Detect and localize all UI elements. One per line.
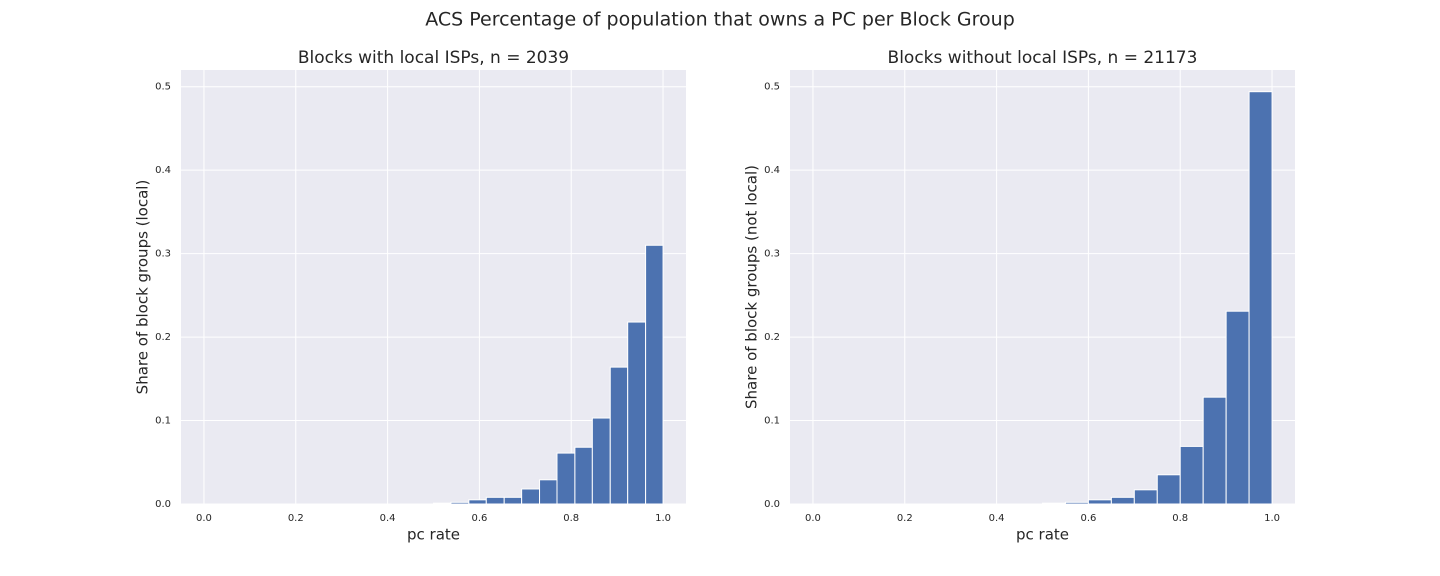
histogram-bar [574, 446, 593, 505]
subplot-title: Blocks without local ISPs, n = 21173 [888, 48, 1198, 68]
histogram-bar [591, 417, 611, 505]
histogram-bar [1042, 502, 1066, 505]
histogram-bar [1133, 489, 1158, 505]
y-tick-label: 0.3 [764, 249, 780, 260]
x-tick-label: 0.8 [563, 513, 579, 524]
x-tick-label: 0.4 [380, 513, 396, 524]
y-tick-label: 0.0 [155, 499, 171, 510]
y-tick-label: 0.0 [764, 499, 780, 510]
histogram-bar [485, 496, 505, 505]
y-tick-label: 0.2 [155, 332, 171, 343]
histogram-bar [468, 499, 487, 505]
y-tick-label: 0.1 [155, 416, 171, 427]
x-tick-label: 1.0 [1264, 513, 1280, 524]
y-axis-label: Share of block groups (local) [134, 180, 152, 395]
x-tick-label: 0.0 [196, 513, 212, 524]
x-tick-label: 0.6 [471, 513, 487, 524]
x-tick-label: 0.8 [1172, 513, 1188, 524]
histogram-bar [1156, 474, 1181, 505]
histogram-bar [433, 502, 452, 505]
histogram-bar [1248, 91, 1273, 505]
histogram-bar [1225, 310, 1250, 505]
x-tick-label: 0.4 [989, 513, 1005, 524]
histogram-bar [556, 452, 576, 505]
histogram-bar [1064, 501, 1089, 505]
histogram-bar [1110, 496, 1135, 505]
figure-title: ACS Percentage of population that owns a… [425, 9, 1015, 31]
y-tick-label: 0.3 [155, 249, 171, 260]
y-tick-label: 0.5 [155, 82, 171, 93]
x-tick-label: 0.0 [805, 513, 821, 524]
x-tick-label: 0.6 [1080, 513, 1096, 524]
y-tick-label: 0.1 [764, 416, 780, 427]
y-axis-label: Share of block groups (not local) [743, 165, 761, 409]
histogram-bar [1179, 445, 1204, 505]
y-tick-label: 0.2 [764, 332, 780, 343]
x-axis-label: pc rate [407, 526, 460, 544]
histogram-bar [1202, 396, 1227, 505]
histogram-bar [521, 488, 541, 505]
histogram-bar [539, 479, 558, 505]
histogram-bar [1087, 499, 1112, 505]
histogram-bar [645, 244, 664, 505]
histogram-bar [627, 321, 647, 505]
subplot-title: Blocks with local ISPs, n = 2039 [298, 48, 569, 68]
histogram-bar [609, 366, 629, 505]
y-tick-label: 0.4 [155, 165, 171, 176]
histogram-bar [503, 496, 523, 505]
y-tick-label: 0.4 [764, 165, 780, 176]
x-tick-label: 0.2 [897, 513, 913, 524]
x-axis-label: pc rate [1016, 526, 1069, 544]
histogram-bar [450, 501, 470, 505]
x-tick-label: 0.2 [288, 513, 304, 524]
x-tick-label: 1.0 [655, 513, 671, 524]
y-tick-label: 0.5 [764, 82, 780, 93]
